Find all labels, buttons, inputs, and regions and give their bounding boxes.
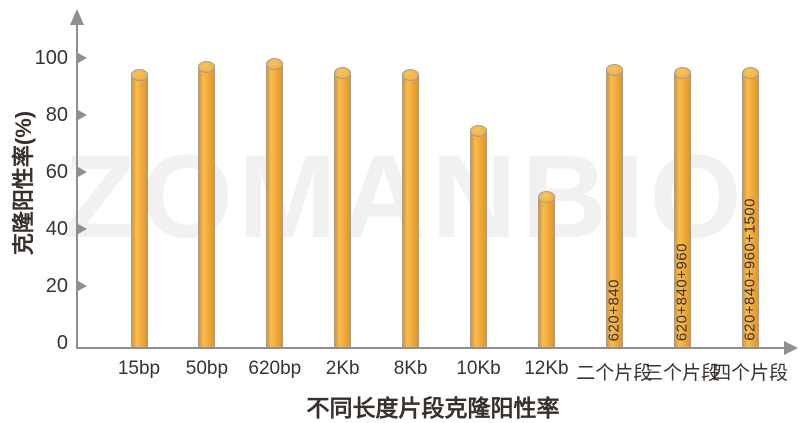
bar-top — [741, 66, 759, 79]
category-label: 二个片段 — [576, 363, 653, 384]
y-axis-title: 克隆阳性率(%) — [11, 110, 36, 256]
category-label: 12Kb — [524, 358, 569, 379]
category-label: 四个片段 — [712, 363, 789, 384]
category-label: 10Kb — [456, 358, 501, 379]
bar-annotation: 620+840+960 — [673, 242, 691, 341]
bar-top — [334, 66, 352, 79]
category-label: 620bp — [248, 358, 302, 379]
bar-top — [605, 63, 623, 76]
y-axis-arrow-icon — [70, 9, 84, 25]
bar-二个片段: 620+840 — [605, 63, 623, 348]
x-axis-title: 不同长度片段克隆阳性率 — [306, 395, 560, 421]
bar-15bp — [130, 69, 148, 348]
bar-top — [537, 191, 555, 204]
bar-12Kb — [537, 191, 555, 348]
bar-50bp — [198, 60, 216, 348]
y-axis-line — [76, 24, 78, 348]
category-label: 50bp — [185, 358, 229, 379]
category-label: 2Kb — [325, 358, 360, 379]
bar-top — [130, 69, 148, 82]
category-label: 8Kb — [393, 358, 428, 379]
bar-620bp — [266, 57, 284, 348]
y-tick-label: 40 — [45, 218, 68, 240]
category-label: 三个片段 — [644, 363, 721, 384]
x-axis-line — [76, 347, 786, 349]
y-tick-label: 20 — [45, 275, 68, 297]
y-tick-marker-icon — [78, 281, 87, 291]
y-tick-label: 60 — [45, 161, 68, 183]
bar-top — [402, 69, 420, 82]
bar-四个片段: 620+840+960+1500 — [741, 66, 759, 348]
bar-top — [198, 60, 216, 73]
bar-top — [470, 124, 487, 137]
bar-8Kb — [402, 69, 420, 348]
category-label: 15bp — [117, 358, 161, 379]
bar-annotation: 620+840 — [605, 278, 623, 341]
bar-三个片段: 620+840+960 — [673, 66, 691, 348]
bar-2Kb — [334, 66, 352, 348]
x-axis-arrow-icon — [784, 341, 798, 355]
y-tick-marker-icon — [78, 167, 87, 177]
y-tick-label: 100 — [34, 47, 68, 69]
y-tick-label: 80 — [45, 104, 68, 126]
y-tick-marker-icon — [78, 53, 87, 63]
bar-top — [673, 66, 691, 79]
bar-top — [266, 57, 284, 70]
y-tick-label: 0 — [56, 332, 68, 354]
bar-annotation: 620+840+960+1500 — [741, 198, 759, 341]
bar-10Kb — [470, 124, 487, 348]
y-tick-marker-icon — [78, 110, 87, 120]
y-tick-marker-icon — [78, 224, 87, 234]
